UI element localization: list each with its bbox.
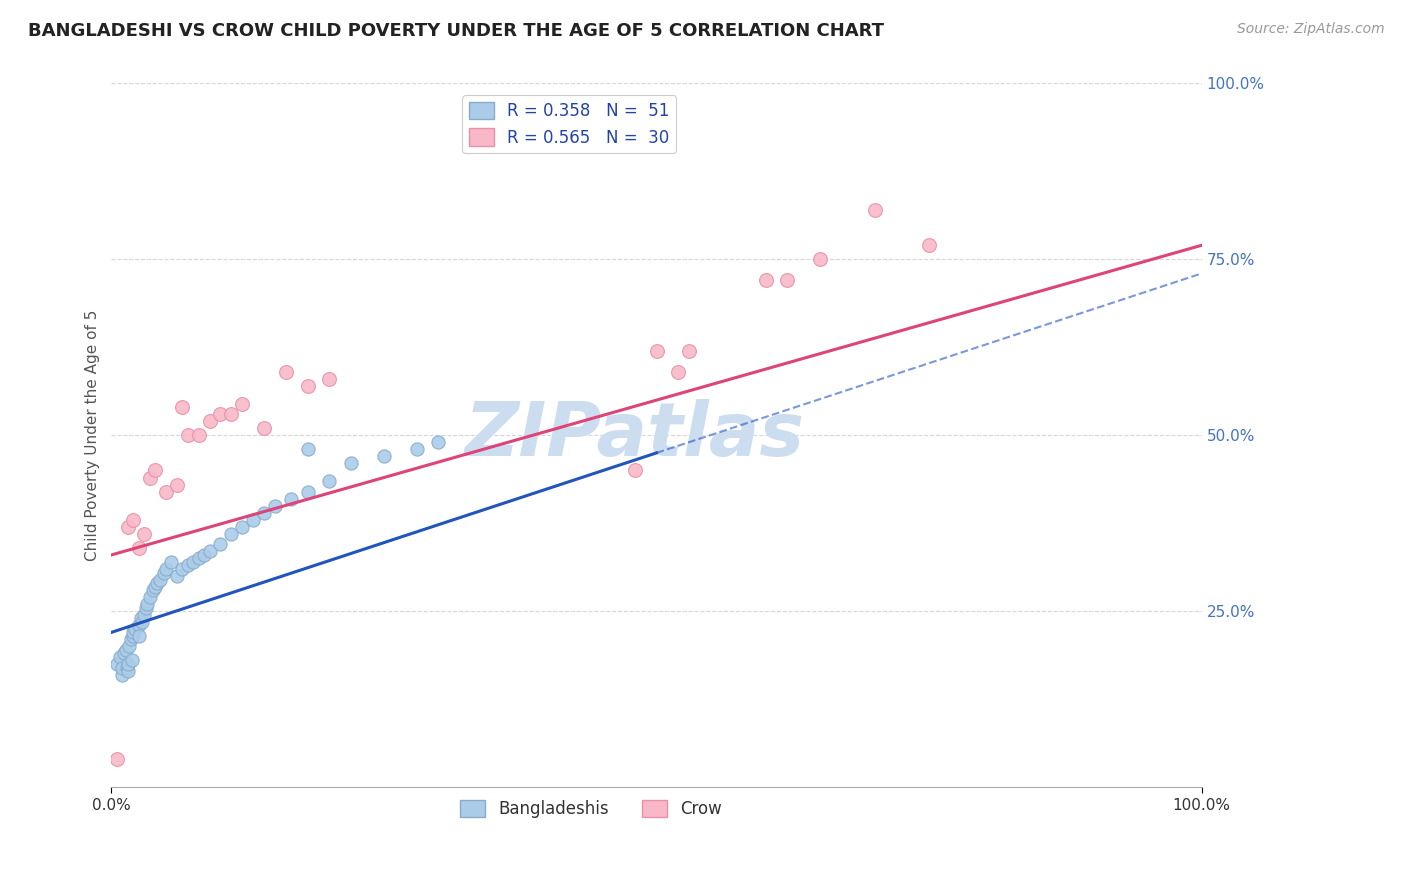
Point xyxy=(111,660,134,674)
Point xyxy=(209,407,232,421)
Point xyxy=(105,657,128,671)
Point xyxy=(114,643,136,657)
Point xyxy=(198,544,221,558)
Point xyxy=(666,365,689,379)
Point xyxy=(187,551,209,566)
Point xyxy=(117,520,139,534)
Point xyxy=(134,526,156,541)
Point xyxy=(177,428,200,442)
Point xyxy=(134,607,156,622)
Point xyxy=(124,622,146,636)
Legend: Bangladeshis, Crow: Bangladeshis, Crow xyxy=(453,793,728,824)
Point xyxy=(138,470,160,484)
Point xyxy=(143,580,166,594)
Point xyxy=(172,400,194,414)
Point xyxy=(177,558,200,573)
Point xyxy=(128,618,150,632)
Point xyxy=(297,379,319,393)
Point xyxy=(105,752,128,766)
Point xyxy=(193,548,215,562)
Point xyxy=(128,541,150,555)
Point xyxy=(373,450,395,464)
Point xyxy=(198,414,221,428)
Point xyxy=(120,632,142,647)
Point xyxy=(155,484,177,499)
Point xyxy=(131,615,153,629)
Point xyxy=(143,463,166,477)
Point xyxy=(122,625,145,640)
Text: ZIPatlas: ZIPatlas xyxy=(465,399,804,472)
Text: Source: ZipAtlas.com: Source: ZipAtlas.com xyxy=(1237,22,1385,37)
Point xyxy=(172,562,194,576)
Point xyxy=(108,650,131,665)
Point xyxy=(754,273,776,287)
Point xyxy=(155,562,177,576)
Point xyxy=(166,569,188,583)
Point xyxy=(115,660,138,674)
Point xyxy=(221,407,243,421)
Point xyxy=(297,484,319,499)
Point xyxy=(136,597,159,611)
Point xyxy=(118,640,141,654)
Point xyxy=(117,657,139,671)
Point xyxy=(122,629,145,643)
Point xyxy=(128,629,150,643)
Point xyxy=(138,590,160,604)
Text: BANGLADESHI VS CROW CHILD POVERTY UNDER THE AGE OF 5 CORRELATION CHART: BANGLADESHI VS CROW CHILD POVERTY UNDER … xyxy=(28,22,884,40)
Point xyxy=(231,397,253,411)
Point xyxy=(427,435,450,450)
Point xyxy=(808,252,831,267)
Point xyxy=(482,97,505,112)
Point xyxy=(135,600,157,615)
Point xyxy=(146,576,169,591)
Point xyxy=(918,238,941,252)
Point xyxy=(121,653,143,667)
Point xyxy=(129,611,152,625)
Point xyxy=(623,463,645,477)
Y-axis label: Child Poverty Under the Age of 5: Child Poverty Under the Age of 5 xyxy=(86,310,100,561)
Point xyxy=(122,513,145,527)
Point xyxy=(114,647,136,661)
Point xyxy=(264,499,287,513)
Point xyxy=(863,203,886,218)
Point xyxy=(209,537,232,551)
Point xyxy=(142,583,165,598)
Point xyxy=(160,555,183,569)
Point xyxy=(280,491,302,506)
Point xyxy=(297,442,319,457)
Point xyxy=(181,555,204,569)
Point xyxy=(166,477,188,491)
Point xyxy=(678,343,700,358)
Point xyxy=(111,667,134,681)
Point xyxy=(340,457,363,471)
Point xyxy=(776,273,799,287)
Point xyxy=(253,421,276,435)
Point xyxy=(149,573,172,587)
Point xyxy=(221,526,243,541)
Point xyxy=(117,664,139,678)
Point xyxy=(318,474,340,488)
Point xyxy=(253,506,276,520)
Point xyxy=(274,365,297,379)
Point xyxy=(645,343,668,358)
Point xyxy=(152,566,174,580)
Point xyxy=(187,428,209,442)
Point xyxy=(318,372,340,386)
Point xyxy=(231,520,253,534)
Point xyxy=(242,513,264,527)
Point xyxy=(405,442,427,457)
